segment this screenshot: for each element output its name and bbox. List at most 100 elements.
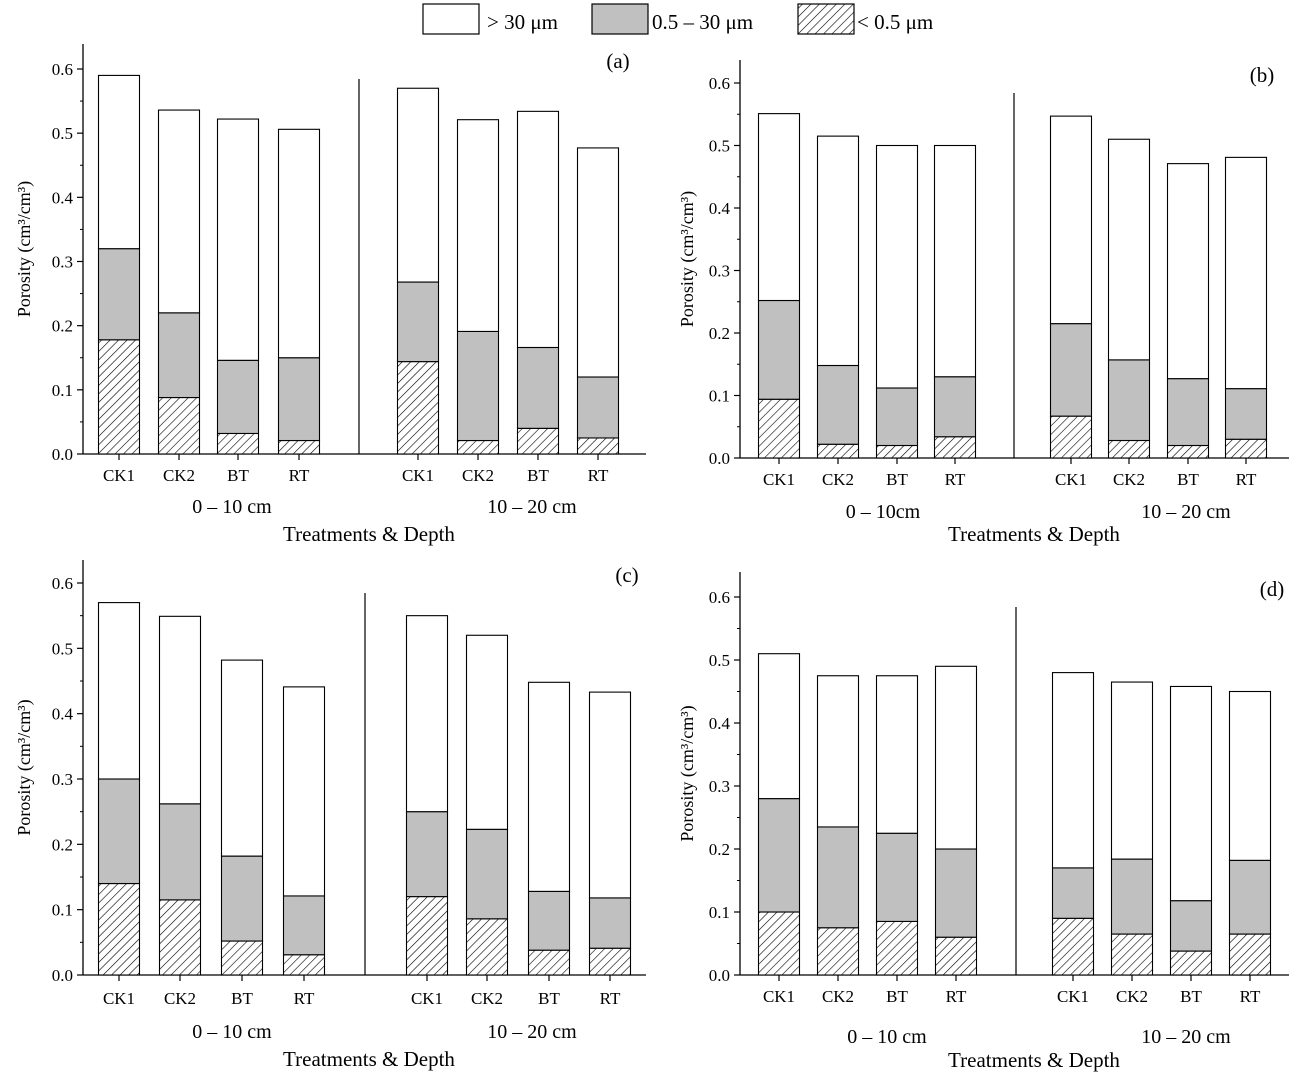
large-pore-segment (757, 113, 801, 302)
y-tick-label: 0.1 (709, 387, 730, 406)
large-pore-segment (816, 675, 860, 828)
legend-label-large: > 30 μm (487, 10, 558, 34)
fine-pore-segment (757, 398, 801, 459)
y-tick-label: 0.2 (52, 835, 73, 854)
x-tick-label-bt: BT (886, 987, 908, 1006)
stacked-bar-ck2 (465, 634, 509, 976)
fine-pore-segment (1107, 439, 1151, 459)
stacked-bar-ck2 (158, 615, 202, 976)
stacked-bar-ck2 (816, 675, 860, 976)
large-pore-segment (1110, 681, 1154, 860)
stacked-bar-ck2 (456, 119, 500, 455)
large-pore-segment (157, 109, 201, 314)
fine-pore-segment (220, 940, 264, 976)
stacked-bar-rt (588, 691, 632, 976)
large-pore-segment (588, 691, 632, 899)
legend-item-medium: 0.5 – 30 μm (591, 3, 753, 35)
fine-pore-segment (282, 954, 326, 976)
panel-label-b: (b) (1250, 63, 1275, 87)
x-tick-label-rt: RT (289, 466, 310, 485)
fine-pore-segment (396, 361, 440, 455)
fine-pore-segment (588, 947, 632, 976)
y-tick-label: 0.5 (709, 137, 730, 156)
x-tick-label-bt: BT (538, 989, 560, 1008)
panel-c: 0.0 0.1 0.2 0.3 0.4 0.5 0.6 CK1 CK2 BT RT CK1 CK2 BT R… (14, 560, 646, 1071)
medium-pore-segment (97, 248, 141, 341)
fine-pore-segment (1110, 933, 1154, 976)
stacked-bar-bt (216, 118, 260, 455)
stacked-bar-bt (220, 659, 264, 976)
depth-group-label: 10 – 20 cm (487, 496, 577, 518)
stacked-bar-ck1 (1049, 115, 1093, 459)
x-tick-label-rt: RT (294, 989, 315, 1008)
medium-pore-segment (1049, 323, 1093, 417)
x-tick-label-bt: BT (231, 989, 253, 1008)
stacked-bar-rt (934, 665, 978, 976)
stacked-bar-bt (527, 681, 571, 976)
stacked-bar-ck1 (757, 653, 801, 976)
stacked-bar-ck1 (97, 74, 141, 455)
stacked-bar-bt (875, 144, 919, 459)
medium-pore-segment (516, 346, 560, 429)
x-tick-label-ck2: CK2 (462, 466, 494, 485)
stacked-bar-rt (282, 686, 326, 976)
fine-pore-segment (97, 339, 141, 455)
medium-pore-segment (277, 357, 321, 442)
stacked-bar-rt (933, 144, 977, 459)
x-tick-label-ck2: CK2 (164, 989, 196, 1008)
y-tick-label: 0.3 (709, 262, 730, 281)
x-tick-label-ck2: CK2 (1116, 987, 1148, 1006)
x-tick-label-ck1: CK1 (763, 987, 795, 1006)
legend-item-small: < 0.5 μm (797, 3, 933, 35)
y-tick-label: 0.1 (52, 381, 73, 400)
depth-group-label: 0 – 10 cm (192, 496, 272, 518)
large-pore-segment (516, 110, 560, 349)
fine-pore-segment (527, 949, 571, 976)
fine-pore-segment (158, 899, 202, 976)
y-tick-label: 0.4 (52, 188, 74, 207)
x-tick-label-rt: RT (600, 989, 621, 1008)
x-tick-label-ck1: CK1 (103, 989, 135, 1008)
y-tick-label: 0.6 (709, 74, 730, 93)
stacked-bar-bt (1166, 163, 1210, 459)
legend-swatch-medium (591, 3, 649, 35)
y-tick-label: 0.2 (52, 317, 73, 336)
large-pore-segment (282, 686, 326, 897)
fine-pore-segment (405, 896, 449, 976)
medium-pore-segment (158, 803, 202, 901)
x-tick-label-rt: RT (946, 987, 967, 1006)
medium-pore-segment (1110, 858, 1154, 935)
x-tick-label-ck1: CK1 (103, 466, 135, 485)
medium-pore-segment (576, 376, 620, 439)
medium-pore-segment (220, 855, 264, 942)
legend-label-medium: 0.5 – 30 μm (652, 10, 753, 34)
large-pore-segment (396, 87, 440, 283)
large-pore-segment (1107, 138, 1151, 361)
panel-d: 0.0 0.1 0.2 0.3 0.4 0.5 0.6 CK1 CK2 BT RT CK1 CK2 BT R… (677, 572, 1289, 1072)
large-pore-segment (97, 74, 141, 250)
stacked-bar-bt (875, 675, 919, 976)
medium-pore-segment (933, 376, 977, 438)
depth-group-label: 10 – 20 cm (487, 1021, 577, 1043)
legend-item-large: > 30 μm (422, 3, 558, 35)
panel-label-a: (a) (606, 49, 629, 73)
large-pore-segment (933, 144, 977, 378)
fine-pore-segment (1224, 438, 1268, 459)
depth-group-label: 10 – 20 cm (1141, 501, 1231, 523)
fine-pore-segment (216, 432, 260, 455)
x-tick-label-rt: RT (588, 466, 609, 485)
y-axis-title: Porosity (cm³/cm³) (14, 181, 35, 317)
large-pore-segment (220, 659, 264, 857)
medium-pore-segment (405, 811, 449, 898)
fine-pore-segment (465, 918, 509, 976)
stacked-bar-rt (1224, 156, 1268, 459)
large-pore-segment (216, 118, 260, 361)
fine-pore-segment (1228, 933, 1272, 976)
legend: > 30 μm 0.5 – 30 μm < 0.5 μm (422, 3, 933, 35)
x-tick-label-bt: BT (886, 470, 908, 489)
fine-pore-segment (875, 920, 919, 976)
x-tick-label-ck2: CK2 (822, 987, 854, 1006)
x-tick-label-rt: RT (1236, 470, 1257, 489)
y-tick-label: 0.5 (52, 639, 73, 658)
